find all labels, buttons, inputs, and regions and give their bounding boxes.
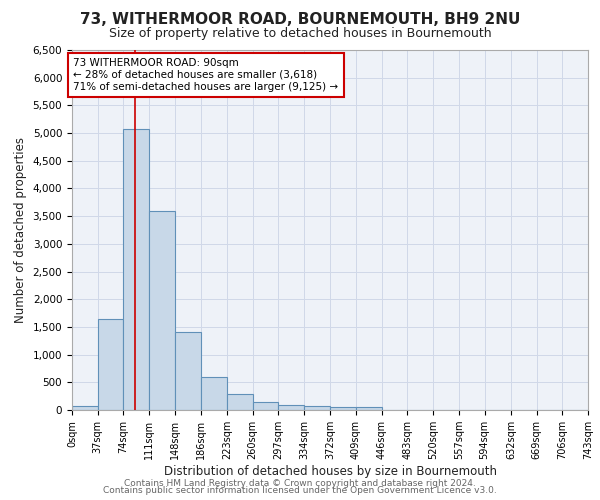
- Bar: [304, 406, 331, 410]
- Bar: [124, 129, 149, 410]
- Bar: [201, 377, 227, 410]
- X-axis label: Distribution of detached houses by size in Bournemouth: Distribution of detached houses by size …: [163, 465, 497, 478]
- Bar: [175, 332, 201, 410]
- Bar: [278, 405, 304, 410]
- Bar: [72, 406, 98, 410]
- Text: Size of property relative to detached houses in Bournemouth: Size of property relative to detached ho…: [109, 28, 491, 40]
- Bar: [356, 407, 382, 410]
- Bar: [98, 318, 124, 410]
- Bar: [149, 210, 175, 410]
- Text: Contains HM Land Registry data © Crown copyright and database right 2024.: Contains HM Land Registry data © Crown c…: [124, 478, 476, 488]
- Text: 73 WITHERMOOR ROAD: 90sqm
← 28% of detached houses are smaller (3,618)
71% of se: 73 WITHERMOOR ROAD: 90sqm ← 28% of detac…: [73, 58, 338, 92]
- Text: Contains public sector information licensed under the Open Government Licence v3: Contains public sector information licen…: [103, 486, 497, 495]
- Text: 73, WITHERMOOR ROAD, BOURNEMOUTH, BH9 2NU: 73, WITHERMOOR ROAD, BOURNEMOUTH, BH9 2N…: [80, 12, 520, 28]
- Bar: [331, 407, 356, 410]
- Bar: [227, 394, 253, 410]
- Bar: [253, 402, 278, 410]
- Y-axis label: Number of detached properties: Number of detached properties: [14, 137, 27, 323]
